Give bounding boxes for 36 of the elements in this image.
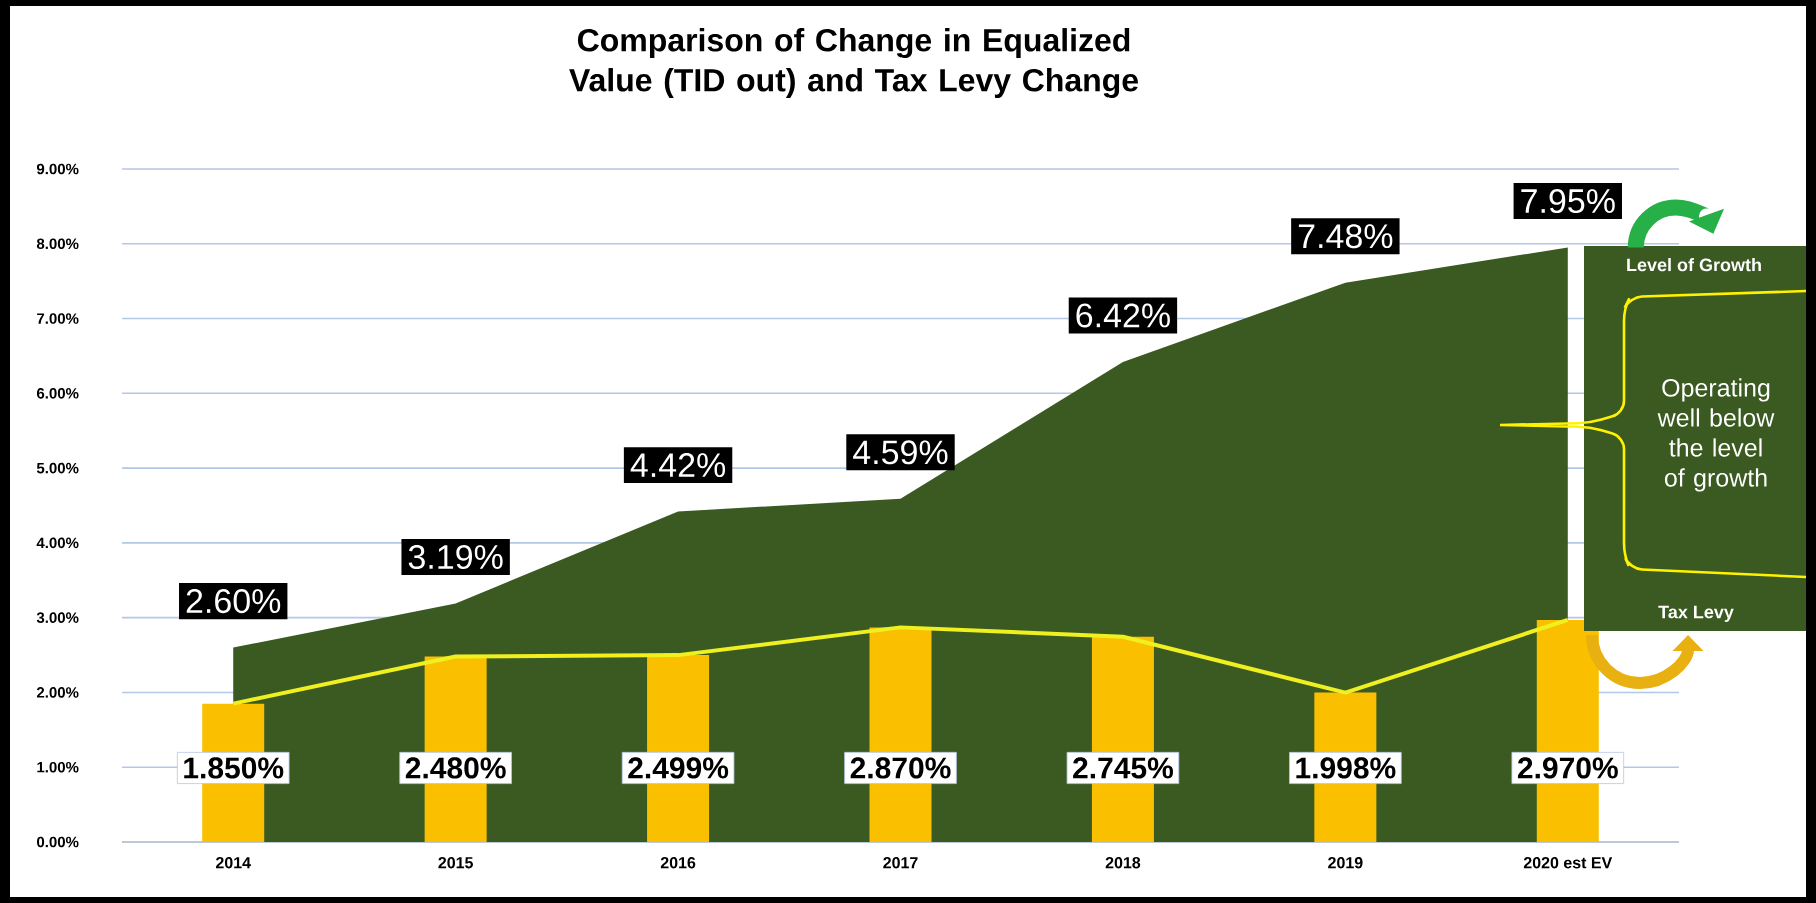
y-tick-label: 5.00% [36, 462, 79, 474]
x-tick-label: 2020 est EV [1523, 857, 1613, 869]
y-tick-label: 8.00% [36, 238, 79, 250]
data-label: 7.95% [1521, 189, 1615, 214]
chart-title: Comparison of Change in Equalized Value (TID out) and Tax Levy Change [569, 28, 1138, 99]
x-tick-label: 2014 [215, 857, 251, 869]
annotation: Tax Levy [1658, 605, 1734, 622]
data-label: 2.870% [850, 757, 951, 779]
data-label: 2.745% [1073, 757, 1173, 779]
y-tick-label: 4.00% [36, 537, 79, 549]
data-label: 4.42% [630, 453, 726, 478]
data-label: 2.970% [1517, 757, 1618, 779]
data-label: 3.19% [408, 544, 503, 570]
data-label: 4.59% [853, 440, 948, 465]
data-label: 2.499% [628, 757, 729, 779]
x-tick-label: 2019 [1328, 857, 1363, 869]
y-tick-label: 9.00% [36, 163, 79, 175]
y-tick-label: 0.00% [37, 836, 79, 848]
y-tick-label: 7.00% [37, 313, 79, 324]
annotation: Level of Growth [1627, 258, 1761, 272]
y-tick-label: 2.00% [36, 687, 79, 698]
data-label: 1.998% [1296, 757, 1396, 779]
line-series [231, 617, 1570, 706]
data-label: 2.60% [186, 589, 281, 614]
data-label: 2.480% [405, 757, 506, 779]
y-tick-label: 1.00% [37, 761, 79, 773]
data-label: 1.850% [184, 757, 284, 779]
y-tick-label: 3.00% [36, 612, 79, 623]
x-tick-label: 2015 [438, 857, 473, 869]
y-tick-label: 6.00% [36, 388, 79, 399]
annotation: Operating well below the level of growth [1657, 378, 1775, 492]
x-tick-label: 2016 [660, 857, 696, 869]
data-label: 7.48% [1298, 224, 1393, 249]
x-tick-label: 2017 [883, 857, 918, 869]
x-tick-label: 2018 [1105, 857, 1141, 869]
data-label: 6.42% [1076, 303, 1170, 328]
